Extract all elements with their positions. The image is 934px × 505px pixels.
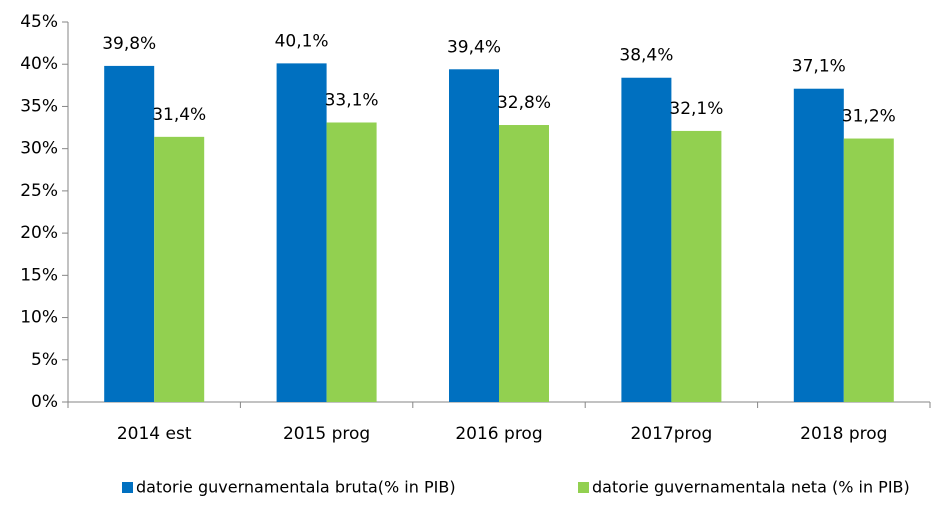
bar [621,77,672,402]
bar [104,65,155,403]
x-tick-label: 2016 prog [455,424,542,444]
data-label: 32,8% [497,93,551,113]
legend-swatch [578,482,589,493]
x-tick-label: 2018 prog [800,424,887,444]
data-label: 39,4% [447,37,501,57]
bar [671,130,722,402]
bar [449,69,499,403]
data-label: 32,1% [669,99,723,119]
bar [793,88,844,402]
data-label: 37,1% [792,57,846,77]
y-tick-label: 35% [20,96,58,116]
data-label: 38,4% [619,46,673,66]
data-label: 39,8% [102,34,156,54]
data-label: 31,4% [152,105,206,125]
bar [843,138,894,403]
y-tick-label: 20% [20,223,58,243]
bar [276,63,327,402]
y-tick-label: 0% [31,392,58,412]
legend-swatch [122,482,133,493]
data-label: 40,1% [275,31,329,51]
y-tick-label: 25% [20,181,58,201]
data-label: 33,1% [325,90,379,110]
legend-label: datorie guvernamentala neta (% in PIB) [592,478,910,497]
y-tick-label: 15% [20,265,58,285]
y-tick-label: 10% [20,308,58,328]
y-tick-label: 45% [20,12,58,32]
bar [499,125,549,403]
y-tick-label: 40% [20,54,58,74]
data-label: 31,2% [842,107,896,127]
bar [154,136,205,402]
legend-label: datorie guvernamentala bruta(% in PIB) [136,478,456,497]
x-tick-label: 2017prog [630,424,712,444]
y-tick-label: 30% [20,139,58,159]
bar [326,122,377,402]
y-tick-label: 5% [31,350,58,370]
x-tick-label: 2015 prog [283,424,370,444]
x-tick-label: 2014 est [117,424,192,444]
